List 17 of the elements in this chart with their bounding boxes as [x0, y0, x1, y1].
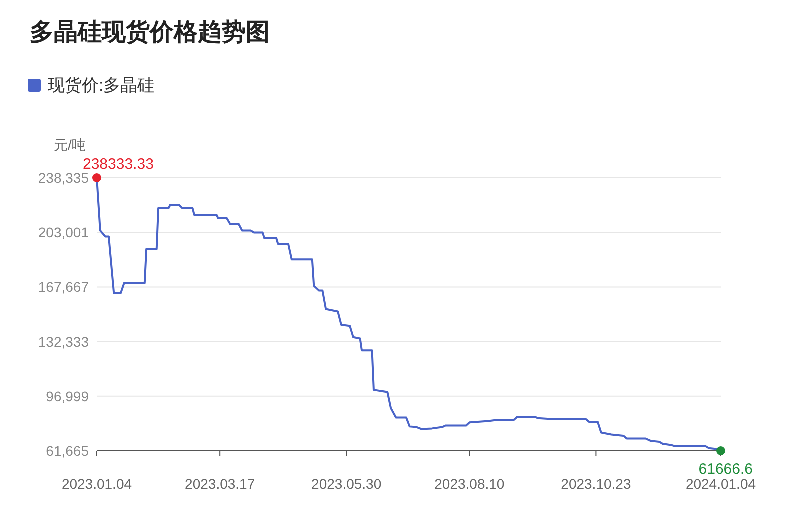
title: 多晶硅现货价格趋势图: [30, 19, 270, 46]
x-tick-label: 2023.08.10: [434, 476, 505, 492]
legend-label: 现货价:多晶硅: [48, 76, 155, 95]
x-tick-label: 2023.03.17: [185, 476, 256, 492]
x-tick-label: 2023.10.23: [561, 476, 632, 492]
ylabel: 元/吨: [54, 137, 86, 153]
annotation: 61666.6: [698, 446, 753, 478]
x-tick-label: 2024.01.04: [686, 476, 756, 492]
y-tick-label: 167,667: [38, 279, 90, 296]
y-tick-label: 132,333: [38, 334, 90, 350]
x-tick-label: 2023.01.04: [62, 476, 132, 492]
y-tick-label: 61,665: [46, 443, 90, 459]
legend: 现货价:多晶硅: [28, 76, 155, 95]
x-tick-label: 2023.05.30: [312, 476, 382, 492]
annotation: 61666.6: [698, 461, 753, 478]
y-tick-label: 203,001: [38, 224, 90, 241]
y-tick-label: 96,999: [46, 388, 90, 404]
